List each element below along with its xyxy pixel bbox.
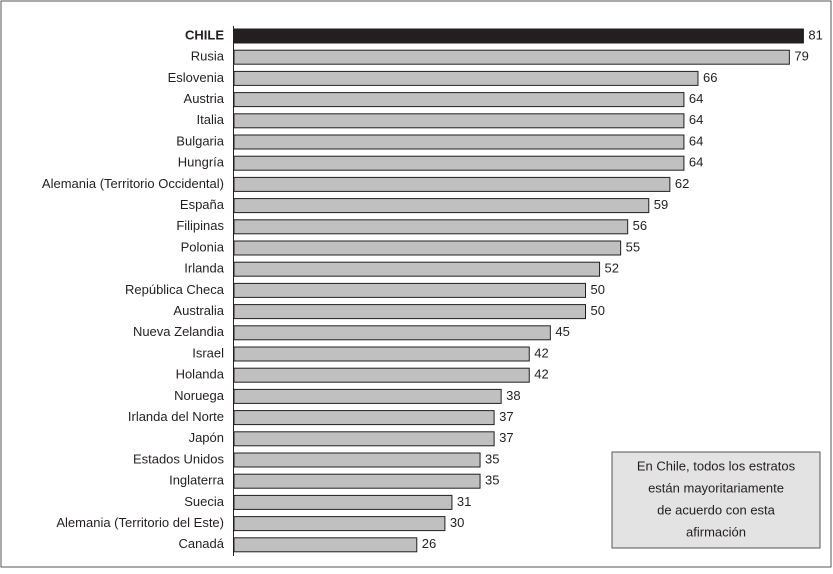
annotation: afirmación xyxy=(686,524,746,539)
bar xyxy=(233,367,530,383)
bar xyxy=(233,388,502,404)
value-label: 26 xyxy=(422,536,436,551)
bar xyxy=(233,537,418,553)
bar xyxy=(233,261,601,277)
y-tick-label: Irlanda del Norte xyxy=(128,409,224,424)
value-label: 42 xyxy=(534,345,548,360)
value-label: 62 xyxy=(675,176,689,191)
value-label: 50 xyxy=(591,303,605,318)
value-label: 37 xyxy=(499,430,513,445)
y-tick-label: Eslovenia xyxy=(168,70,225,85)
y-tick-label: CHILE xyxy=(185,27,224,42)
y-tick-label: República Checa xyxy=(125,282,225,297)
y-tick-label: Alemania (Territorio del Este) xyxy=(56,515,224,530)
y-tick-label: Canadá xyxy=(178,536,224,551)
bar xyxy=(233,346,530,362)
value-label: 35 xyxy=(485,473,499,488)
value-label: 59 xyxy=(654,197,668,212)
bar xyxy=(233,49,790,65)
y-tick-label: Israel xyxy=(192,345,224,360)
bar xyxy=(233,70,699,86)
bar xyxy=(233,113,685,129)
y-tick-label: Holanda xyxy=(176,367,225,382)
bar xyxy=(233,494,453,510)
bar xyxy=(233,410,495,426)
annotation: En Chile, todos los estratos xyxy=(637,458,796,473)
value-label: 64 xyxy=(689,133,703,148)
y-tick-label: Japón xyxy=(189,430,224,445)
value-label: 35 xyxy=(485,451,499,466)
bar xyxy=(233,198,650,214)
bar xyxy=(233,452,481,468)
value-label: 64 xyxy=(689,112,703,127)
bar xyxy=(233,325,551,341)
y-tick-label: Irlanda xyxy=(184,261,225,276)
y-tick-label: Inglaterra xyxy=(169,473,225,488)
annotation: están mayoritariamente xyxy=(648,480,784,495)
value-label: 52 xyxy=(605,261,619,276)
bar xyxy=(233,155,685,171)
y-tick-label: Bulgaria xyxy=(176,133,224,148)
y-tick-label: Estados Unidos xyxy=(133,451,225,466)
bar xyxy=(233,240,622,256)
y-tick-label: Polonia xyxy=(181,239,225,254)
y-tick-label: Austria xyxy=(184,91,225,106)
annotation-box xyxy=(611,451,821,549)
value-label: 38 xyxy=(506,388,520,403)
value-label: 81 xyxy=(808,27,822,42)
y-tick-label: Noruega xyxy=(174,388,225,403)
bar xyxy=(233,282,586,298)
y-tick-label: Filipinas xyxy=(176,218,224,233)
bar xyxy=(233,134,685,150)
value-label: 31 xyxy=(457,494,471,509)
y-tick-label: Hungría xyxy=(178,155,225,170)
y-tick-label: Italia xyxy=(197,112,225,127)
y-tick-label: España xyxy=(180,197,225,212)
bar xyxy=(233,473,481,489)
annotation: de acuerdo con esta xyxy=(657,502,776,517)
bar xyxy=(233,92,685,108)
bar xyxy=(233,28,804,44)
value-label: 42 xyxy=(534,367,548,382)
y-tick-label: Rusia xyxy=(191,49,225,64)
value-label: 56 xyxy=(633,218,647,233)
value-label: 55 xyxy=(626,239,640,254)
y-tick-label: Australia xyxy=(173,303,224,318)
value-label: 50 xyxy=(591,282,605,297)
y-tick-label: Suecia xyxy=(184,494,225,509)
value-label: 37 xyxy=(499,409,513,424)
value-label: 79 xyxy=(794,49,808,64)
value-label: 64 xyxy=(689,91,703,106)
y-tick-label: Alemania (Territorio Occidental) xyxy=(42,176,224,191)
bar xyxy=(233,516,446,532)
bar xyxy=(233,431,495,447)
value-label: 64 xyxy=(689,155,703,170)
y-tick-label: Nueva Zelandia xyxy=(133,324,225,339)
value-label: 45 xyxy=(555,324,569,339)
value-label: 30 xyxy=(450,515,464,530)
value-label: 66 xyxy=(703,70,717,85)
bar xyxy=(233,304,586,320)
bar xyxy=(233,219,629,235)
bar xyxy=(233,176,671,192)
